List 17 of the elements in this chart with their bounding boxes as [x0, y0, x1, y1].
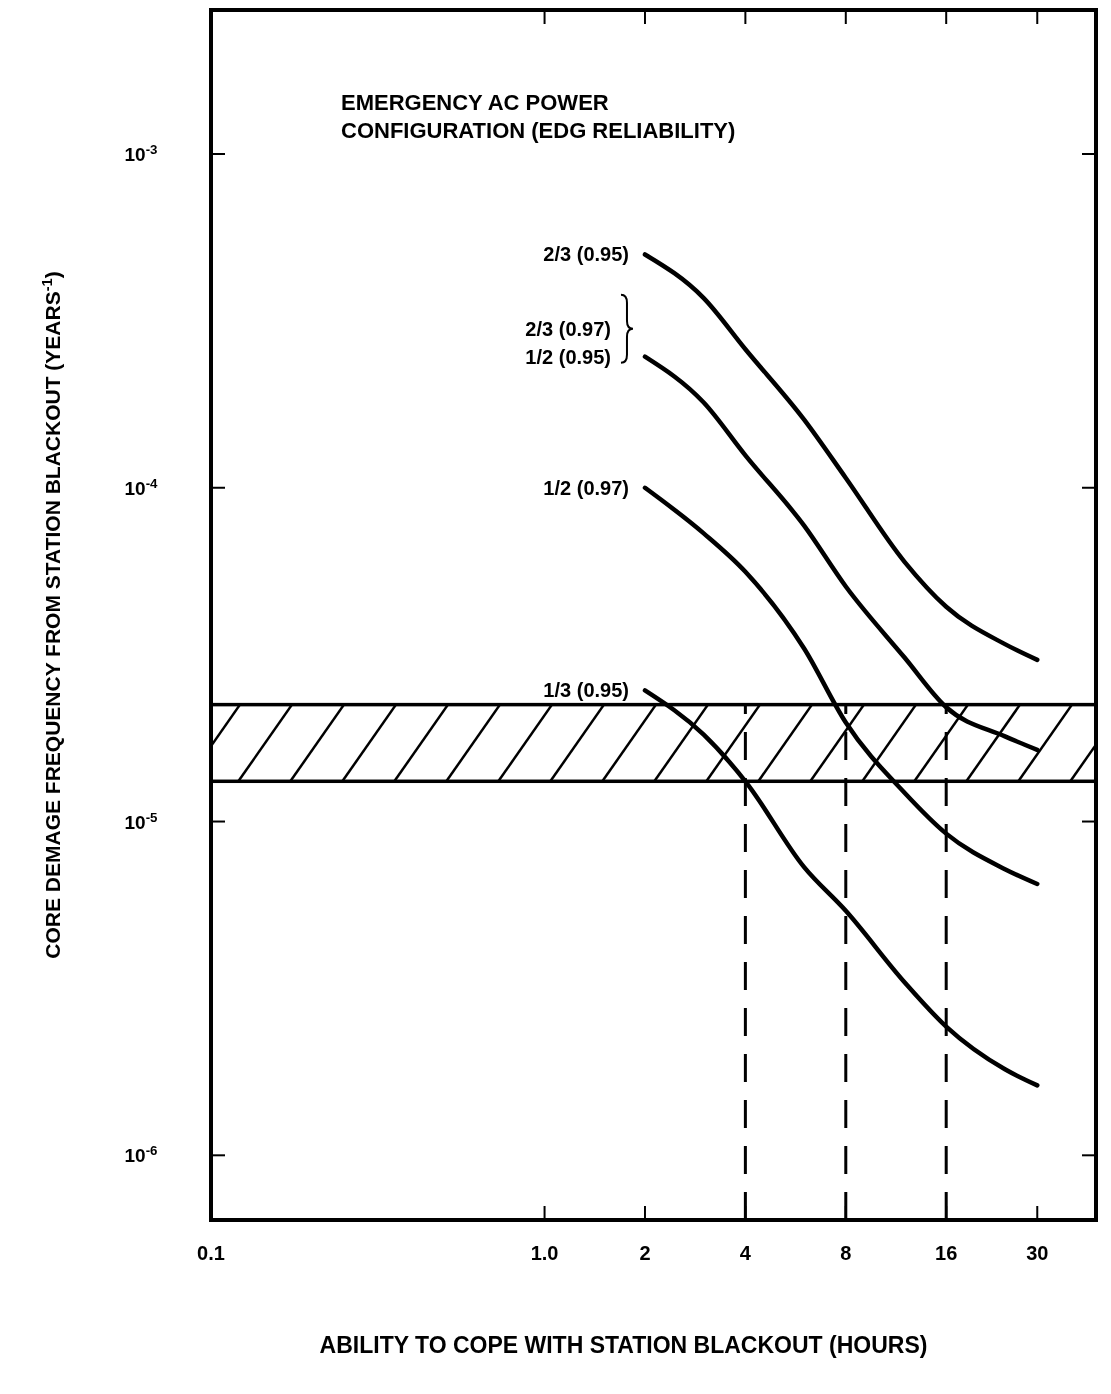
x-tick-label: 16 [935, 1242, 958, 1264]
series-label: 2/3 (0.97) 1/2 (0.95) [525, 317, 611, 368]
x-axis-title: ABILITY TO COPE WITH STATION BLACKOUT (HOURS) [319, 1332, 928, 1358]
series-label: 1/3 (0.95) [543, 679, 629, 702]
y-tick-label: 10$^{-5}$ [124, 809, 159, 833]
x-tick-label: 0.1 [197, 1242, 225, 1264]
series-label: 2/3 (0.95) [543, 243, 629, 266]
y-tick-label: 10$^{-3}$ [124, 141, 158, 165]
x-tick-label: 8 [840, 1242, 852, 1264]
legend-title: EMERGENCY AC POWER CONFIGURATION (EDG RELIABILITY) [341, 90, 736, 143]
x-tick-label: 30 [1026, 1242, 1049, 1264]
y-tick-label: 10$^{-6}$ [124, 1142, 158, 1167]
x-tick-label: 4 [739, 1242, 752, 1264]
series-label: 1/2 (0.97) [543, 476, 629, 499]
x-tick-label: 2 [639, 1242, 651, 1264]
x-tick-label: 1.0 [530, 1242, 559, 1264]
y-tick-label: 10$^{-4}$ [124, 475, 159, 499]
